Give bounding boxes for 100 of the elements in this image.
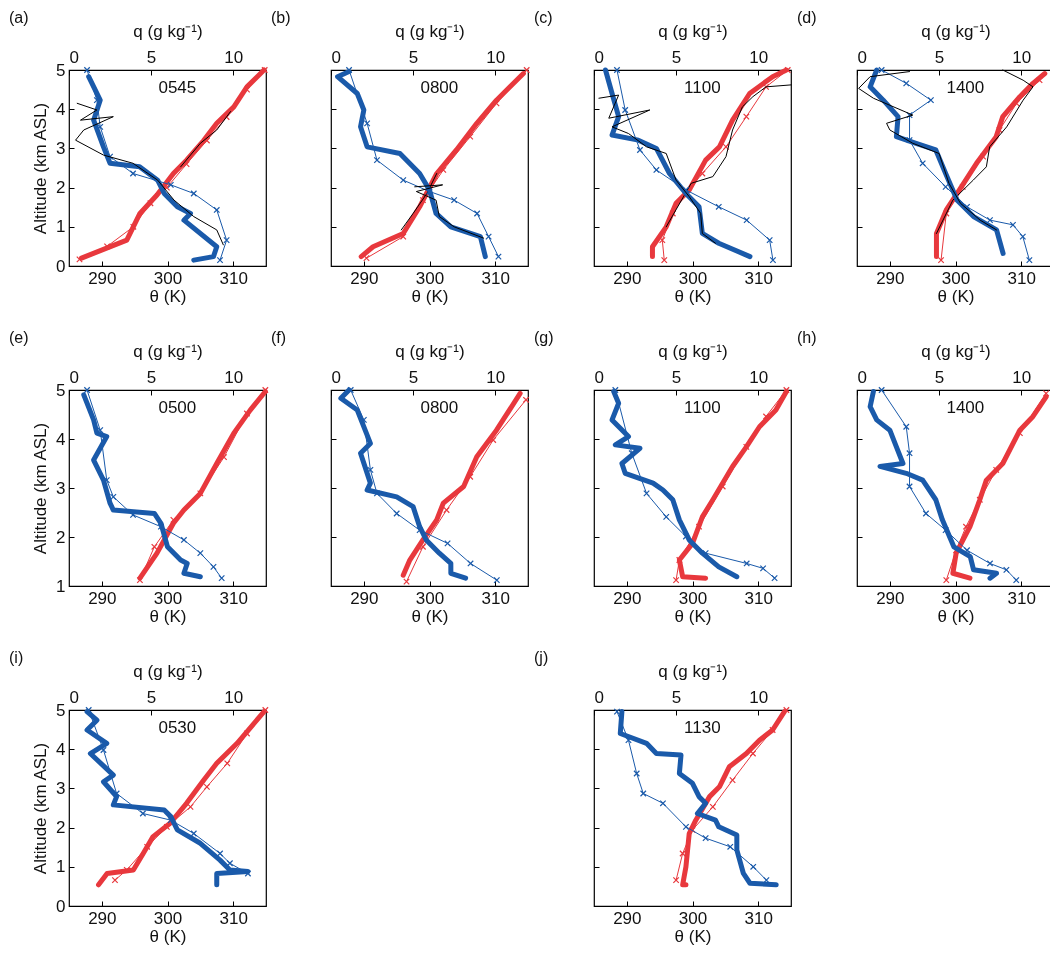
x2-tick-label: 0 bbox=[69, 687, 79, 707]
x-axis-title: θ (K) bbox=[149, 606, 187, 626]
x2-tick-label: 0 bbox=[69, 47, 79, 67]
annotation: 1130 bbox=[684, 718, 721, 737]
x-axis-title: θ (K) bbox=[411, 286, 449, 306]
x-axis-title: θ (K) bbox=[149, 926, 187, 946]
annotation: 0800 bbox=[420, 398, 459, 417]
x2-axis-title: q (g kg⁻¹) bbox=[133, 341, 203, 361]
x-tick-label: 310 bbox=[744, 268, 773, 288]
x2-tick-label: 10 bbox=[749, 367, 769, 387]
x-tick-label: 300 bbox=[153, 908, 183, 928]
x-tick-label: 290 bbox=[350, 268, 379, 288]
x2-tick-label: 10 bbox=[749, 687, 769, 707]
x-tick-label: 290 bbox=[88, 908, 117, 928]
x-tick-label: 290 bbox=[876, 268, 905, 288]
chart-title: (b) bbox=[271, 9, 291, 26]
x-tick-label: 290 bbox=[88, 268, 117, 288]
y-tick-label: 1 bbox=[56, 217, 66, 237]
y-tick-label: 0 bbox=[56, 896, 66, 916]
x2-tick-label: 5 bbox=[934, 47, 945, 67]
x-tick-label: 310 bbox=[219, 908, 248, 928]
annotation: 1400 bbox=[946, 78, 985, 97]
x-tick-label: 300 bbox=[678, 908, 708, 928]
x-tick-label: 290 bbox=[88, 588, 117, 608]
chart-title: (f) bbox=[271, 329, 287, 346]
x2-tick-label: 10 bbox=[486, 47, 506, 67]
x-axis-title: θ (K) bbox=[674, 926, 712, 946]
x-axis-title: θ (K) bbox=[937, 606, 975, 626]
x-tick-label: 310 bbox=[481, 268, 510, 288]
x2-tick-label: 5 bbox=[146, 687, 157, 707]
x2-tick-label: 5 bbox=[671, 367, 682, 387]
y-tick-label: 4 bbox=[56, 739, 66, 759]
annotation: 0800 bbox=[420, 78, 459, 97]
y-tick-label: 5 bbox=[56, 60, 66, 80]
y-tick-label: 3 bbox=[56, 138, 66, 158]
annotation: 0500 bbox=[158, 398, 197, 417]
x2-axis-title: q (g kg⁻¹) bbox=[658, 341, 728, 361]
x2-tick-label: 0 bbox=[594, 687, 604, 707]
y-tick-label: 5 bbox=[56, 380, 66, 400]
y-tick-label: 1 bbox=[56, 576, 66, 596]
x2-tick-label: 0 bbox=[594, 47, 604, 67]
x2-tick-label: 5 bbox=[934, 367, 945, 387]
y-tick-label: 0 bbox=[56, 256, 66, 276]
x-tick-label: 300 bbox=[678, 268, 708, 288]
y-axis-title: Altitude (km ASL) bbox=[31, 102, 51, 235]
chart-title: (e) bbox=[9, 329, 29, 346]
x2-tick-label: 0 bbox=[69, 367, 79, 387]
x2-tick-label: 5 bbox=[146, 47, 157, 67]
y-tick-label: 2 bbox=[56, 527, 66, 547]
x-axis-title: θ (K) bbox=[674, 286, 712, 306]
annotation: 0530 bbox=[158, 718, 197, 737]
x2-tick-label: 0 bbox=[331, 367, 341, 387]
annotation: 1400 bbox=[946, 398, 985, 417]
x2-tick-label: 5 bbox=[671, 47, 682, 67]
x-tick-label: 310 bbox=[481, 588, 510, 608]
annotation: 0545 bbox=[158, 78, 197, 97]
x-tick-label: 300 bbox=[153, 268, 183, 288]
y-tick-label: 2 bbox=[56, 178, 66, 198]
x2-axis-title: q (g kg⁻¹) bbox=[658, 21, 728, 41]
x2-axis-title: q (g kg⁻¹) bbox=[133, 661, 203, 681]
y-axis-title: Altitude (km ASL) bbox=[31, 422, 51, 555]
x-axis-title: θ (K) bbox=[937, 286, 975, 306]
x-tick-label: 290 bbox=[613, 588, 642, 608]
x-tick-label: 290 bbox=[350, 588, 379, 608]
y-tick-label: 1 bbox=[56, 857, 66, 877]
x-tick-label: 310 bbox=[1007, 588, 1036, 608]
x-tick-label: 300 bbox=[153, 588, 183, 608]
x-tick-label: 300 bbox=[941, 588, 971, 608]
chart-title: (g) bbox=[534, 329, 554, 346]
x2-tick-label: 10 bbox=[1012, 47, 1032, 67]
x2-tick-label: 0 bbox=[331, 47, 341, 67]
y-tick-label: 4 bbox=[56, 99, 66, 119]
chart-title: (h) bbox=[797, 329, 817, 346]
chart-title: (c) bbox=[534, 9, 553, 26]
x-tick-label: 310 bbox=[219, 268, 248, 288]
x-axis-title: θ (K) bbox=[674, 606, 712, 626]
x-axis-title: θ (K) bbox=[411, 606, 449, 626]
chart-title: (a) bbox=[9, 9, 29, 26]
x2-axis-title: q (g kg⁻¹) bbox=[133, 21, 203, 41]
x2-axis-title: q (g kg⁻¹) bbox=[395, 21, 465, 41]
annotation: 1100 bbox=[684, 78, 721, 97]
y-axis-title: Altitude (km ASL) bbox=[31, 742, 51, 875]
x-axis-title: θ (K) bbox=[149, 286, 187, 306]
x2-tick-label: 0 bbox=[857, 367, 867, 387]
x2-axis-title: q (g kg⁻¹) bbox=[921, 21, 991, 41]
x-tick-label: 300 bbox=[678, 588, 708, 608]
x-tick-label: 300 bbox=[415, 268, 445, 288]
y-tick-label: 5 bbox=[56, 700, 66, 720]
x2-axis-title: q (g kg⁻¹) bbox=[395, 341, 465, 361]
x2-tick-label: 10 bbox=[749, 47, 769, 67]
x2-tick-label: 10 bbox=[224, 367, 244, 387]
x2-tick-label: 10 bbox=[224, 687, 244, 707]
x2-tick-label: 0 bbox=[857, 47, 867, 67]
x2-axis-title: q (g kg⁻¹) bbox=[921, 341, 991, 361]
y-tick-label: 2 bbox=[56, 818, 66, 838]
x-tick-label: 310 bbox=[744, 908, 773, 928]
x2-tick-label: 5 bbox=[671, 687, 682, 707]
x2-tick-label: 0 bbox=[594, 367, 604, 387]
x2-tick-label: 5 bbox=[146, 367, 157, 387]
x-tick-label: 300 bbox=[415, 588, 445, 608]
